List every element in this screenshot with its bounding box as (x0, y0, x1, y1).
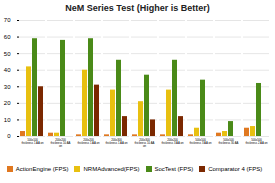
html-text:SocTest (FPS): SocTest (FPS) (154, 165, 194, 172)
svg-text:20: 20 (4, 100, 11, 106)
svg-text:10: 10 (4, 117, 11, 123)
svg-text:200x300thickness 10 AAon: 200x300thickness 10 AAon (135, 138, 155, 148)
svg-text:50: 50 (4, 51, 11, 57)
svg-text:60: 60 (4, 34, 11, 40)
svg-text:40: 40 (4, 67, 11, 73)
svg-text:100x100thickness 1 AA on: 100x100thickness 1 AA on (21, 138, 44, 145)
html-text:Comparator 4 (FPS): Comparator 4 (FPS) (208, 165, 263, 172)
svg-text:0: 0 (7, 133, 11, 139)
svg-text:200x200thickness 10 AAon: 200x200thickness 10 AAon (51, 138, 71, 148)
html-text:NeM Series Test (Higher is Bet: NeM Series Test (Higher is Better) (65, 3, 210, 13)
svg-text:500x500thickness 3 AA on: 500x500thickness 3 AA on (189, 138, 212, 145)
html-text:NRMAdvanced(FPS): NRMAdvanced(FPS) (83, 165, 140, 172)
svg-text:500x500thickness 2 AA on: 500x500thickness 2 AA on (245, 138, 268, 145)
html-text:ActionEngine (FPS): ActionEngine (FPS) (15, 165, 69, 172)
svg-text:30: 30 (4, 84, 11, 90)
svg-text:200x300thickness 1 AA on: 200x300thickness 1 AA on (105, 138, 128, 145)
svg-text:500x500thickness 30 AA: 500x500thickness 30 AA (219, 138, 239, 145)
svg-text:200x200thickness 1 AA on: 200x200thickness 1 AA on (77, 138, 100, 145)
svg-text:70: 70 (4, 17, 11, 23)
svg-text:200x200thickness 3 AA on: 200x200thickness 3 AA on (161, 138, 184, 145)
